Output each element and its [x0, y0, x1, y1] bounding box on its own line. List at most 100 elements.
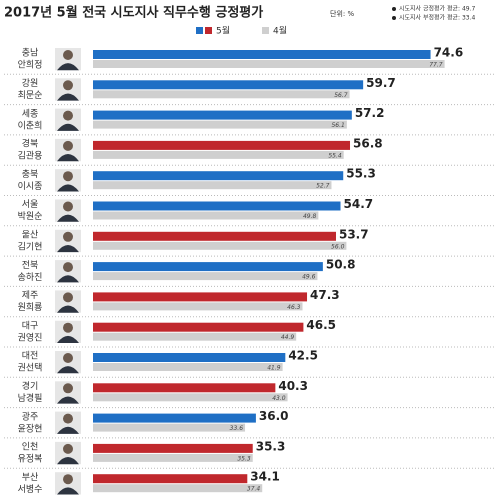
value-label: 35.3	[237, 455, 251, 462]
note-bullet	[392, 7, 396, 11]
portrait	[63, 292, 73, 303]
unit: 단위: %	[330, 9, 354, 18]
bar-may	[93, 383, 276, 393]
category-label: 대구	[22, 320, 39, 331]
legend-swatch	[262, 27, 269, 34]
value-label: 56.1	[331, 122, 344, 129]
portrait	[57, 335, 79, 343]
bar-april	[93, 181, 332, 190]
bar-may	[93, 80, 364, 90]
category-label: 광주	[22, 410, 39, 422]
category-label: 안희정	[18, 59, 43, 71]
bar-april	[93, 453, 253, 462]
bar-april	[93, 332, 297, 341]
portrait	[63, 443, 73, 454]
value-label: 55.4	[328, 152, 342, 159]
category-label: 제주	[22, 290, 39, 301]
portrait	[57, 305, 79, 313]
portrait	[57, 214, 79, 222]
value-label: 46.5	[306, 318, 336, 332]
category-label: 서병수	[18, 484, 43, 495]
category-label: 이춘희	[18, 119, 43, 131]
category-label: 김관용	[18, 150, 43, 162]
bar-may	[93, 110, 352, 120]
bar-may	[93, 140, 351, 150]
portrait	[63, 231, 73, 242]
category-label: 최문순	[18, 90, 43, 101]
value-label: 52.7	[316, 183, 330, 190]
category-label: 이시종	[18, 181, 43, 192]
legend-swatch	[205, 27, 212, 34]
value-label: 50.8	[326, 258, 356, 272]
bar-may	[93, 443, 253, 453]
value-label: 74.6	[434, 46, 464, 60]
value-label: 42.5	[288, 349, 318, 363]
bar-april	[93, 120, 347, 129]
bar-april	[93, 211, 319, 220]
portrait	[57, 275, 79, 283]
value-label: 56.0	[331, 243, 345, 250]
category-label: 원희룡	[18, 301, 43, 313]
portrait	[63, 171, 73, 182]
bar-may	[93, 50, 431, 59]
portrait	[63, 201, 73, 212]
portrait	[57, 366, 79, 374]
bar-april	[93, 90, 350, 99]
bar-april	[93, 302, 303, 311]
bar-may	[93, 171, 344, 181]
bar-april	[93, 60, 445, 68]
category-label: 충북	[22, 169, 39, 180]
bar-april	[93, 241, 347, 250]
bar-april	[93, 484, 263, 493]
value-label: 77.7	[429, 62, 443, 69]
value-label: 33.6	[230, 425, 244, 432]
chart-title: 2017년 5월 전국 시도지사 직무수행 긍정평가	[4, 5, 263, 21]
value-label: 35.3	[256, 439, 286, 453]
category-label: 윤장현	[18, 423, 43, 434]
category-label: 유정복	[18, 454, 43, 465]
legend-label: 5월	[216, 25, 230, 37]
bar-april	[93, 150, 344, 159]
value-label: 57.2	[355, 106, 385, 120]
portrait	[63, 80, 73, 91]
value-label: 36.0	[259, 409, 289, 423]
category-label: 세종	[22, 108, 39, 119]
bar-may	[93, 262, 323, 272]
value-label: 56.7	[334, 92, 348, 99]
category-label: 전북	[22, 260, 39, 271]
category-label: 권선택	[18, 362, 43, 374]
category-label: 남경필	[18, 392, 43, 404]
portrait	[63, 474, 73, 485]
category-label: 권영진	[18, 331, 43, 343]
bar-may	[93, 201, 341, 211]
note: 시도지사 부정평가 평균: 33.4	[399, 14, 475, 22]
portrait	[57, 396, 79, 404]
category-label: 송하진	[18, 272, 43, 283]
portrait	[57, 426, 79, 434]
bar-april	[93, 272, 318, 281]
bar-may	[93, 413, 256, 423]
value-label: 34.1	[250, 470, 280, 484]
portrait	[57, 184, 79, 192]
value-label: 56.8	[353, 136, 383, 150]
value-label: 41.9	[267, 365, 281, 372]
bar-may	[93, 322, 304, 332]
portrait	[63, 262, 73, 273]
portrait	[63, 140, 73, 151]
category-label: 부산	[22, 472, 39, 483]
portrait	[57, 154, 79, 162]
category-label: 경북	[22, 138, 39, 150]
category-label: 서울	[22, 199, 39, 210]
bar-may	[93, 292, 308, 302]
value-label: 43.0	[272, 395, 286, 402]
value-label: 37.4	[247, 486, 261, 493]
value-label: 49.6	[302, 274, 316, 281]
portrait	[63, 353, 73, 363]
portrait	[57, 457, 79, 465]
bar-may	[93, 353, 286, 362]
value-label: 59.7	[366, 76, 396, 90]
note-bullet	[392, 16, 396, 20]
value-label: 44.9	[281, 334, 295, 341]
category-label: 강원	[22, 78, 39, 89]
portrait	[57, 244, 79, 253]
